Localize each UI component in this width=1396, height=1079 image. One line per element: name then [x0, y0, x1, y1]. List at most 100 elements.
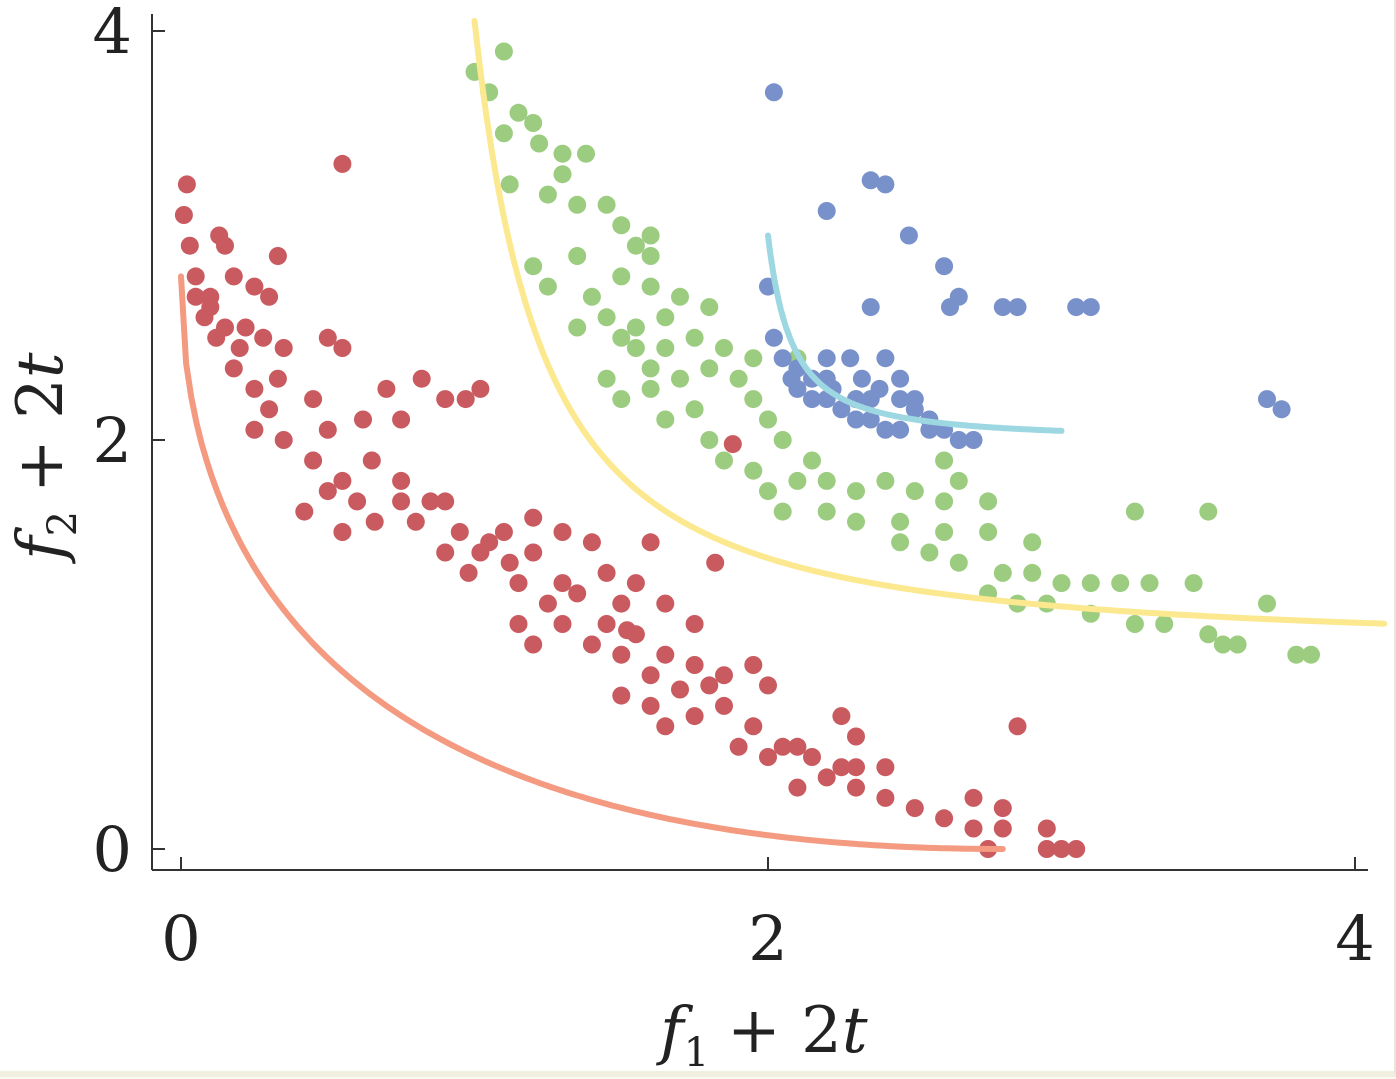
point-blue-1	[817, 202, 836, 220]
point-green-43	[641, 379, 660, 398]
point-green-85	[1258, 594, 1276, 613]
point-blue-3	[876, 175, 895, 194]
point-blue-5	[935, 257, 954, 276]
point-green-4	[524, 114, 543, 132]
point-red-118	[723, 435, 742, 454]
point-green-31	[685, 328, 704, 347]
point-red-75	[656, 645, 675, 664]
point-red-101	[847, 778, 865, 797]
point-green-11	[538, 185, 557, 204]
point-green-25	[656, 308, 675, 327]
point-red-0	[333, 154, 352, 173]
point-blue-23	[861, 410, 880, 429]
point-green-67	[993, 563, 1012, 582]
point-blue-10	[1008, 298, 1027, 317]
point-red-69	[538, 594, 557, 613]
point-green-29	[612, 328, 631, 347]
point-red-55	[568, 584, 587, 603]
point-blue-35	[876, 349, 895, 368]
point-blue-14	[1272, 400, 1291, 419]
point-red-92	[832, 707, 851, 726]
point-green-27	[597, 308, 616, 327]
point-red-73	[582, 635, 601, 654]
point-green-76	[1125, 615, 1144, 633]
point-red-56	[509, 574, 528, 593]
point-green-19	[538, 277, 557, 296]
point-red-3	[180, 236, 199, 255]
point-green-81	[1287, 645, 1306, 664]
point-blue-13	[1258, 390, 1276, 409]
point-red-70	[553, 615, 572, 633]
point-green-61	[935, 523, 954, 541]
point-blue-15	[764, 328, 783, 347]
point-red-35	[304, 451, 323, 470]
point-red-94	[759, 748, 777, 766]
point-red-53	[500, 553, 519, 572]
point-green-5	[530, 134, 549, 153]
point-red-38	[392, 471, 411, 490]
point-green-59	[847, 512, 865, 531]
point-green-16	[641, 247, 660, 265]
point-red-17	[254, 328, 273, 347]
point-blue-11	[1067, 298, 1086, 317]
ticks: 0 2 4 0 2 4	[93, 0, 1375, 975]
x-tick-label-2: 4	[1335, 902, 1374, 975]
point-red-65	[685, 615, 704, 633]
point-red-103	[905, 799, 924, 818]
point-green-42	[671, 369, 689, 388]
point-red-120	[201, 287, 220, 306]
point-red-81	[641, 666, 660, 685]
point-red-85	[685, 707, 704, 726]
point-red-86	[641, 696, 660, 715]
point-green-55	[905, 482, 924, 501]
point-blue-4	[899, 226, 918, 245]
point-green-60	[891, 512, 910, 531]
point-green-18	[524, 257, 543, 276]
point-green-84	[1184, 574, 1203, 593]
point-red-13	[230, 339, 249, 357]
point-red-31	[436, 390, 455, 409]
point-red-37	[362, 451, 381, 470]
point-red-60	[524, 508, 543, 527]
point-red-7	[186, 267, 205, 286]
point-red-8	[224, 267, 243, 286]
point-green-71	[1111, 574, 1130, 593]
point-red-113	[964, 788, 983, 807]
point-green-58	[979, 492, 998, 511]
point-green-21	[612, 267, 631, 286]
point-green-13	[597, 195, 616, 214]
point-blue-42	[861, 390, 880, 409]
point-red-98	[876, 758, 895, 777]
point-green-93	[759, 482, 777, 501]
point-green-37	[700, 359, 719, 378]
point-green-70	[1081, 574, 1100, 593]
point-green-52	[817, 471, 836, 490]
point-red-100	[788, 778, 807, 797]
point-green-92	[641, 226, 660, 245]
point-red-18	[318, 328, 337, 347]
point-green-64	[891, 533, 910, 552]
point-blue-28	[949, 431, 968, 449]
point-red-82	[671, 680, 689, 699]
point-red-71	[509, 615, 528, 633]
point-green-15	[626, 236, 645, 255]
point-green-8	[577, 144, 595, 163]
point-green-23	[671, 287, 689, 306]
point-red-16	[236, 318, 255, 337]
point-green-3	[509, 103, 528, 122]
x-axis-label: f1 + 2t	[656, 994, 868, 1076]
point-red-89	[773, 737, 792, 756]
point-red-59	[494, 523, 513, 541]
point-red-108	[1037, 840, 1056, 858]
point-red-26	[274, 431, 293, 449]
point-red-29	[412, 369, 431, 388]
point-green-7	[553, 144, 572, 163]
point-red-23	[245, 379, 264, 398]
point-green-33	[744, 349, 763, 368]
point-blue-43	[905, 390, 924, 409]
point-red-57	[582, 533, 601, 552]
point-red-34	[392, 410, 411, 429]
point-green-47	[656, 410, 675, 429]
point-red-48	[450, 523, 469, 541]
